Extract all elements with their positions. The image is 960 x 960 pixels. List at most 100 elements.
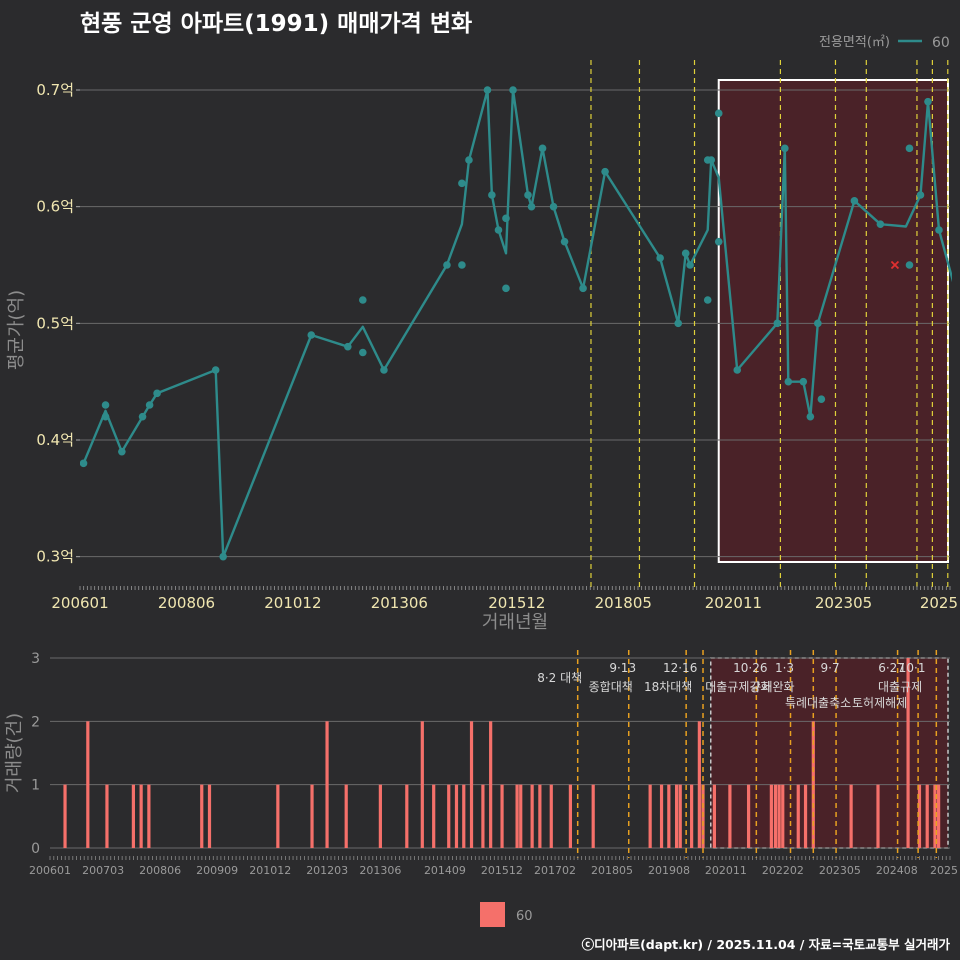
x-tick-label-lower: 201012 — [249, 864, 291, 877]
price-point — [681, 249, 690, 258]
price-point — [781, 144, 789, 153]
price-point — [494, 226, 503, 234]
price-point — [118, 447, 126, 456]
x-tick-label: 200806 — [158, 594, 215, 612]
volume-bar — [925, 784, 929, 848]
price-line — [82, 88, 952, 558]
event-label: 8·2 대책 — [537, 670, 582, 685]
volume-bar — [697, 721, 701, 848]
volume-bar — [519, 784, 523, 848]
volume-bar — [276, 784, 280, 848]
volume-bar — [678, 784, 682, 848]
volume-bar — [803, 784, 808, 848]
price-point — [601, 167, 609, 176]
x-tick-label: 2025 — [920, 594, 958, 612]
x-tick-label-lower: 201203 — [306, 864, 348, 877]
x-tick-label: 201805 — [595, 594, 652, 612]
highlight-region — [717, 79, 950, 563]
legend-label-lower: 60 — [516, 909, 533, 924]
volume-bar — [648, 784, 652, 848]
volume-bar — [200, 784, 204, 848]
x-tick-label-lower: 201908 — [648, 864, 690, 877]
event-label: 종합대책 — [589, 679, 633, 694]
volume-bar — [549, 784, 553, 848]
volume-bar — [849, 784, 853, 848]
price-point — [707, 156, 716, 164]
x-tick-label-lower: 200703 — [82, 864, 124, 877]
event-date-label: 6·27 — [878, 661, 905, 675]
price-point — [714, 109, 723, 118]
x-tick-label: 201012 — [264, 594, 321, 612]
event-label: 토허제해제 — [852, 696, 907, 710]
volume-bar — [405, 784, 409, 848]
x-tick-label-lower: 200806 — [139, 864, 181, 877]
x-tick-label-lower: 201512 — [481, 864, 523, 877]
x-tick-label-lower: 202202 — [762, 864, 804, 877]
volume-bar — [378, 784, 382, 848]
volume-bar — [432, 784, 436, 848]
x-tick-label: 202011 — [705, 594, 762, 612]
price-point — [138, 412, 147, 421]
event-date-label: 1·3 — [775, 661, 794, 675]
price-point — [935, 226, 943, 234]
price-point — [806, 412, 815, 421]
price-point — [850, 197, 859, 205]
price-point — [733, 366, 742, 374]
chart-title: 현풍 군영 아파트(1991) 매매가격 변화 — [80, 11, 473, 37]
legend-title: 전용면적(㎡) — [819, 35, 890, 50]
price-point — [524, 191, 532, 199]
legend-bar-swatch — [480, 902, 505, 927]
y-tick-label-lower: 1 — [31, 778, 40, 794]
price-point — [344, 342, 352, 351]
x-tick-label-lower: 202305 — [819, 864, 861, 877]
event-date-label: 9·7 — [821, 661, 840, 675]
volume-bar — [917, 784, 922, 848]
price-point — [924, 97, 932, 106]
price-point — [359, 296, 367, 304]
price-point — [145, 401, 154, 409]
volume-bar — [781, 784, 785, 848]
x-axis-title: 거래년월 — [482, 612, 548, 633]
volume-bar — [674, 784, 679, 848]
price-point — [509, 86, 517, 94]
price-point — [703, 296, 712, 304]
volume-bar — [712, 784, 717, 848]
price-point — [784, 377, 793, 386]
price-point — [905, 144, 914, 153]
event-label: 규제완화 — [750, 680, 794, 694]
price-point — [101, 412, 110, 421]
volume-bar — [481, 784, 485, 848]
event-date-label: 12·16 — [663, 661, 697, 675]
volume-bar — [147, 784, 151, 848]
y-tick-label-lower: 3 — [31, 651, 40, 667]
legend-label: 60 — [932, 35, 950, 51]
event-date-label: 10·26 — [733, 661, 767, 675]
y-tick-label: 0.3억 — [36, 548, 74, 566]
price-point — [488, 191, 496, 199]
volume-bar — [500, 784, 504, 848]
volume-bar — [769, 784, 773, 848]
volume-bar — [811, 721, 815, 848]
x-tick-label-lower: 202011 — [705, 864, 747, 877]
volume-bar — [515, 784, 519, 848]
price-point — [814, 319, 822, 328]
price-point — [80, 459, 88, 468]
event-label: 대출규제강화 — [705, 680, 771, 694]
volume-bar — [489, 721, 493, 848]
y-tick-label: 0.7억 — [36, 81, 74, 99]
event-date-label: 9·13 — [609, 661, 636, 675]
price-point — [465, 156, 473, 164]
price-point — [686, 261, 694, 269]
price-point — [916, 191, 925, 199]
volume-bar — [344, 784, 348, 848]
volume-bar — [746, 784, 751, 848]
price-point — [714, 237, 723, 246]
special-marker-x — [890, 260, 900, 270]
volume-bar — [690, 784, 694, 848]
volume-bar — [876, 784, 880, 848]
price-point — [905, 261, 914, 269]
x-tick-label: 201306 — [371, 594, 428, 612]
x-tick-label-lower: 201702 — [534, 864, 576, 877]
price-point — [549, 202, 558, 211]
